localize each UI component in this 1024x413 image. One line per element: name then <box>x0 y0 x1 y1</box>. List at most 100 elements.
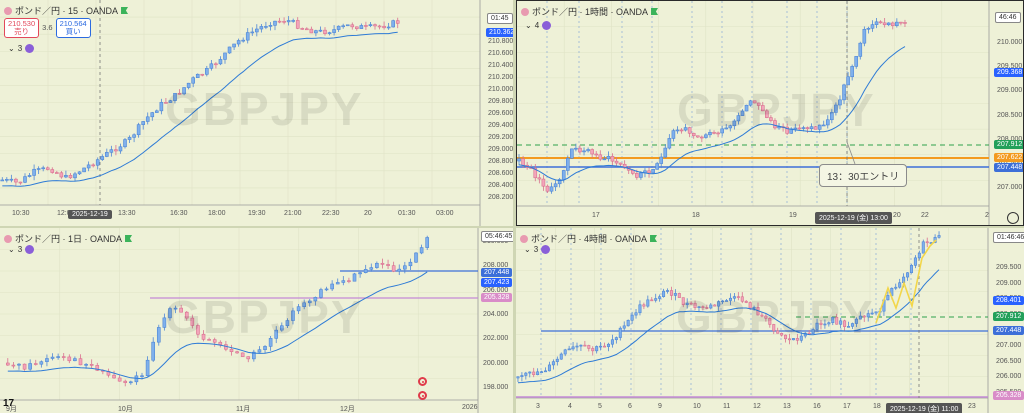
candle <box>73 173 77 179</box>
candle <box>380 262 385 265</box>
sell-button[interactable]: 210.530 売り <box>4 18 40 38</box>
candle <box>22 363 27 370</box>
candle <box>895 21 899 26</box>
candle <box>302 302 306 307</box>
candle <box>319 289 323 298</box>
candle <box>268 338 273 347</box>
candle <box>780 333 784 336</box>
price-axis-label: 207.000 <box>996 342 1022 350</box>
chart-panel-15m[interactable]: GBPJPY ポンド／円 · 15 · OANDA 210.530 売り 3.6… <box>0 0 513 226</box>
candle <box>59 172 64 178</box>
candle <box>156 327 161 343</box>
candle <box>842 84 846 101</box>
indicators-toggle[interactable]: ⌄ 3 <box>8 245 35 254</box>
candle <box>906 272 910 278</box>
candle <box>805 127 810 130</box>
time-axis-label: 19:30 <box>248 210 266 217</box>
candle <box>610 155 615 162</box>
candle <box>61 356 66 358</box>
indicators-toggle[interactable]: ⌄ 3 <box>8 44 35 53</box>
chart-title[interactable]: ポンド／円 · 4時間 · OANDA <box>531 234 648 244</box>
candle <box>162 317 167 328</box>
price-axis-label: 209.200 <box>488 134 513 141</box>
chart-panel-1h[interactable]: GBPJPY ポンド／円 · 1時間 · OANDA ⌄ 4 210.000 20… <box>516 0 1024 226</box>
time-axis-label: 19 <box>789 212 797 219</box>
entry-callout[interactable]: 13：30エントリ <box>819 164 908 187</box>
chart-panel-4h[interactable]: GBPJPY ポンド／円 · 4時間 · OANDA ⌄ 3 209.500 20… <box>516 228 1024 413</box>
candle <box>532 371 536 376</box>
price-axis-label: 206.500 <box>996 357 1022 365</box>
candle <box>33 363 38 365</box>
chart-canvas-1h[interactable] <box>517 1 1024 226</box>
candle <box>635 173 639 178</box>
candle <box>760 314 764 317</box>
time-axis-label: 2 <box>985 212 989 219</box>
indicators-toggle[interactable]: ⌄ 3 <box>524 245 551 254</box>
candle <box>373 24 377 27</box>
buy-button[interactable]: 210.564 買い <box>55 18 91 38</box>
candle <box>630 314 634 321</box>
price-axis-label: 208.000 <box>997 136 1022 143</box>
price-axis-label: 210.800 <box>488 38 513 45</box>
candle <box>591 348 595 352</box>
candle <box>140 375 144 378</box>
candle <box>327 32 332 34</box>
candle <box>324 288 329 291</box>
candle <box>921 241 925 254</box>
settings-gear-icon[interactable] <box>1007 212 1019 224</box>
candle <box>639 172 643 178</box>
candle <box>55 172 59 174</box>
tradingview-logo[interactable]: 17 <box>3 398 15 409</box>
candle <box>105 152 109 157</box>
candle <box>567 348 571 351</box>
candle <box>386 26 391 29</box>
chart-title[interactable]: ポンド／円 · 1日 · OANDA <box>15 234 123 244</box>
chevron-down-icon: ⌄ <box>524 245 531 254</box>
candle <box>5 362 10 366</box>
chart-canvas-1d[interactable] <box>0 228 513 413</box>
candle <box>713 304 717 307</box>
chart-title[interactable]: ポンド／円 · 1時間 · OANDA <box>532 7 649 17</box>
candle <box>377 25 382 28</box>
candle <box>540 371 544 373</box>
countdown-tag: 01:46:46 <box>993 232 1024 243</box>
candle <box>0 179 5 182</box>
chart-panel-1d[interactable]: GBPJPY ポンド／円 · 1日 · OANDA ⌄ 3 210.000208… <box>0 228 513 413</box>
candle <box>590 149 594 155</box>
candle <box>196 325 200 335</box>
candle <box>391 20 395 28</box>
chart-canvas-4h[interactable] <box>516 228 1024 413</box>
time-axis-label: 17 <box>592 212 600 219</box>
candle <box>582 150 586 153</box>
alert-target-icon[interactable] <box>418 377 427 386</box>
candle <box>151 341 155 361</box>
time-axis-label: 11月 <box>236 406 251 413</box>
candle <box>184 311 189 319</box>
candle <box>595 346 599 352</box>
candle <box>235 351 239 354</box>
crosshair-date-chip: 2025-12-19 (金) 11:00 <box>886 403 963 413</box>
chart-title[interactable]: ポンド／円 · 15 · OANDA <box>15 6 119 16</box>
candle <box>756 102 761 106</box>
candle <box>516 376 520 379</box>
price-axis-label: 200.000 <box>483 359 509 367</box>
candle <box>850 66 854 78</box>
chart-canvas-15m[interactable] <box>0 0 513 226</box>
candle <box>870 24 875 29</box>
candle <box>200 73 205 76</box>
candle <box>368 24 373 27</box>
indicator-icon <box>542 21 552 30</box>
indicators-toggle[interactable]: ⌄ 4 <box>525 21 552 30</box>
candle <box>795 338 799 341</box>
candle <box>190 317 195 326</box>
candle <box>799 335 803 341</box>
alert-target-icon[interactable] <box>418 391 427 400</box>
candle <box>700 136 704 139</box>
time-axis-label: 9月 <box>6 406 17 413</box>
candle <box>232 43 236 48</box>
candle <box>903 22 907 24</box>
candle <box>114 149 118 152</box>
candle <box>282 20 286 23</box>
candle <box>899 21 903 24</box>
candle <box>667 138 672 149</box>
